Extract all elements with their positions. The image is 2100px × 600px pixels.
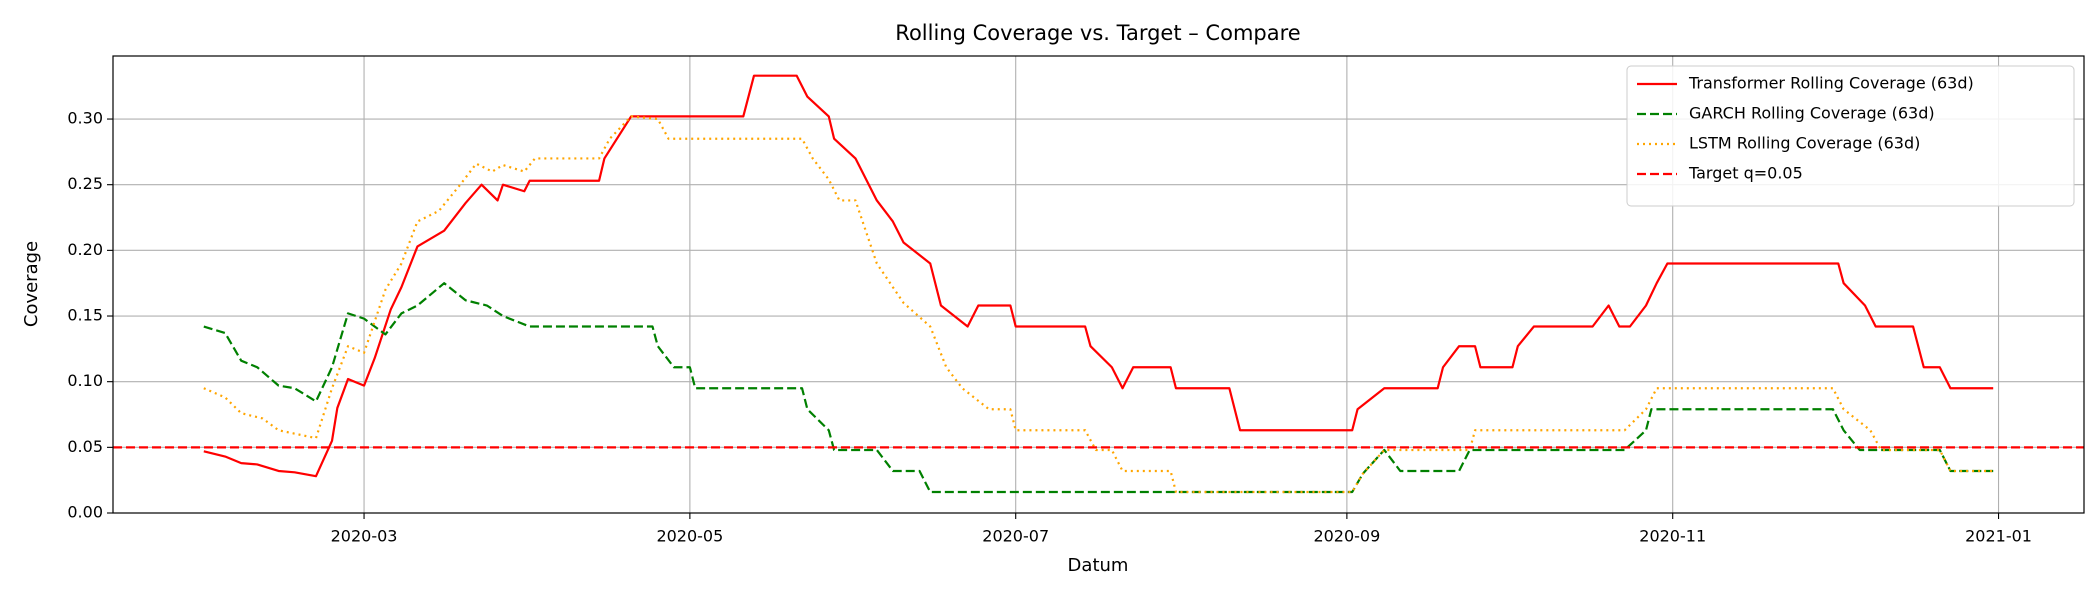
legend-box [1626,65,2075,207]
y-tick-label: 0.05 [67,437,103,456]
legend-label: GARCH Rolling Coverage (63d) [1689,104,1935,123]
x-tick-label: 2020-09 [1313,527,1380,546]
x-tick-label: 2020-07 [982,527,1049,546]
y-tick-label: 0.10 [67,371,103,390]
chart-title: Rolling Coverage vs. Target – Compare [895,21,1300,45]
x-axis-label: Datum [1068,555,1129,576]
x-tick-label: 2021-01 [1965,527,2032,546]
y-tick-label: 0.30 [67,109,103,128]
y-axis-label: Coverage [21,241,42,327]
data-line [203,74,1994,478]
legend-label: LSTM Rolling Coverage (63d) [1689,134,1920,153]
plot-frame [112,55,2085,514]
y-tick-label: 0.00 [67,503,103,522]
legend-label: Transformer Rolling Coverage (63d) [1688,74,1974,93]
legend: Transformer Rolling Coverage (63d) GARCH … [1626,65,2075,207]
x-tick-label: 2020-11 [1639,527,1706,546]
legend-label: Target q=0.05 [1688,164,1803,183]
y-tick-label: 0.25 [67,174,103,193]
y-tick-label: 0.20 [67,240,103,259]
x-tick-label: 2020-03 [331,527,398,546]
x-tick-label: 2020-05 [656,527,723,546]
y-tick-label: 0.15 [67,306,103,325]
data-line [203,282,1994,494]
